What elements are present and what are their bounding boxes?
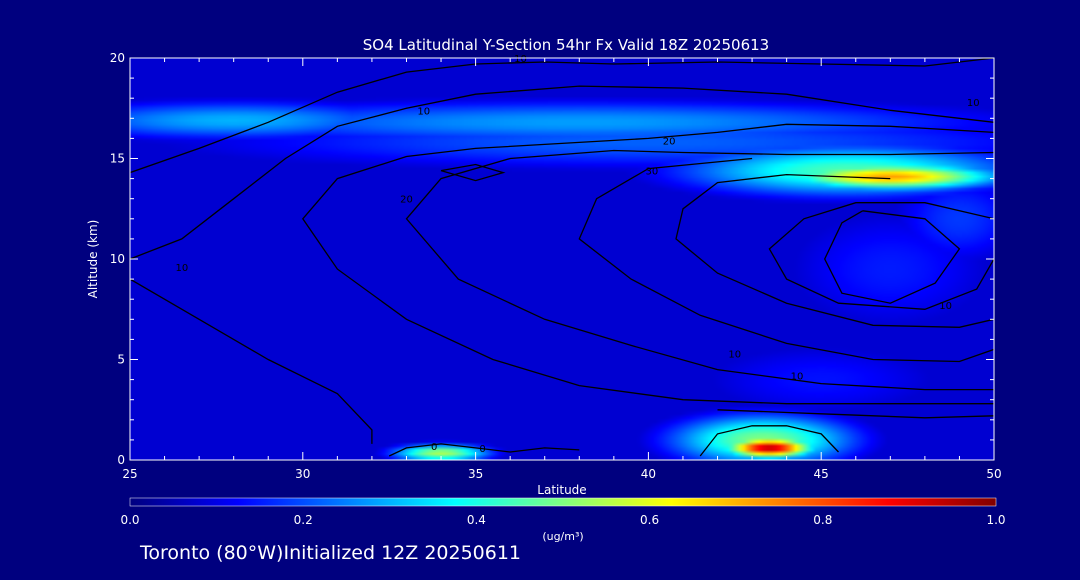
x-tick-label: 50 <box>986 467 1001 481</box>
contour-labels: 10 10 10 20 30 20 10 10 10 10 0 0 <box>175 54 979 455</box>
y-tick-label: 15 <box>110 152 125 166</box>
y-tick-label: 10 <box>110 252 125 266</box>
contour-line-6 <box>675 173 994 328</box>
colorbar-tick-label: 1.0 <box>986 513 1005 527</box>
chart-title: SO4 Latitudinal Y-Section 54hr Fx Valid … <box>363 36 769 54</box>
y-tick-label: 20 <box>110 51 125 65</box>
contour-line-12 <box>717 409 994 419</box>
colorbar-tick-label: 0.2 <box>294 513 313 527</box>
contour-label: 10 <box>514 54 527 65</box>
contour-label: 10 <box>175 263 188 274</box>
contour-line-8 <box>823 210 961 304</box>
x-tick-label: 25 <box>122 467 137 481</box>
contour-line-10 <box>388 443 580 457</box>
contour-label: 10 <box>791 372 804 383</box>
contour-label: 10 <box>417 106 430 117</box>
x-tick-label: 40 <box>641 467 656 481</box>
y-tick-label: 5 <box>117 353 125 367</box>
contour-line-11 <box>699 425 839 457</box>
x-tick-label: 30 <box>295 467 310 481</box>
colorbar-tick-label: 0.0 <box>120 513 139 527</box>
contour-line-0 <box>130 58 994 174</box>
contour-line-5 <box>578 157 994 363</box>
contour-label: 0 <box>431 442 437 453</box>
contour-label: 10 <box>939 301 952 312</box>
contour-label: 0 <box>479 444 485 455</box>
contour-lines <box>130 58 994 457</box>
contour-label: 10 <box>728 349 741 360</box>
colorbar-tick-label: 0.6 <box>640 513 659 527</box>
y-tick-label: 0 <box>117 453 125 467</box>
contour-line-4 <box>405 149 994 391</box>
x-axis-label: Latitude <box>537 483 586 497</box>
x-tick-label: 45 <box>814 467 829 481</box>
contour-line-1 <box>130 85 994 260</box>
axes: 25 30 35 40 45 50 0 5 10 15 20 <box>110 51 1002 481</box>
colorbar-units: (ug/m³) <box>542 530 583 543</box>
contour-label: 20 <box>663 136 676 147</box>
contour-label: 20 <box>400 195 413 206</box>
colorbar-tick-label: 0.4 <box>467 513 486 527</box>
footer-caption: Toronto (80°W)Initialized 12Z 20250611 <box>140 542 522 564</box>
contour-line-2 <box>130 278 373 444</box>
contour-line-7 <box>768 202 994 310</box>
x-tick-label: 35 <box>468 467 483 481</box>
contour-line-9 <box>440 163 506 182</box>
y-axis-label: Altitude (km) <box>86 220 100 299</box>
contour-label: 10 <box>967 98 980 109</box>
contour-line-3 <box>301 123 994 405</box>
contour-label: 30 <box>645 167 658 178</box>
colorbar-tick-label: 0.8 <box>813 513 832 527</box>
concentration-field <box>130 58 994 460</box>
colorbar <box>129 497 997 507</box>
colorbar-ticks: 0.0 0.2 0.4 0.6 0.8 1.0 <box>120 513 1005 527</box>
